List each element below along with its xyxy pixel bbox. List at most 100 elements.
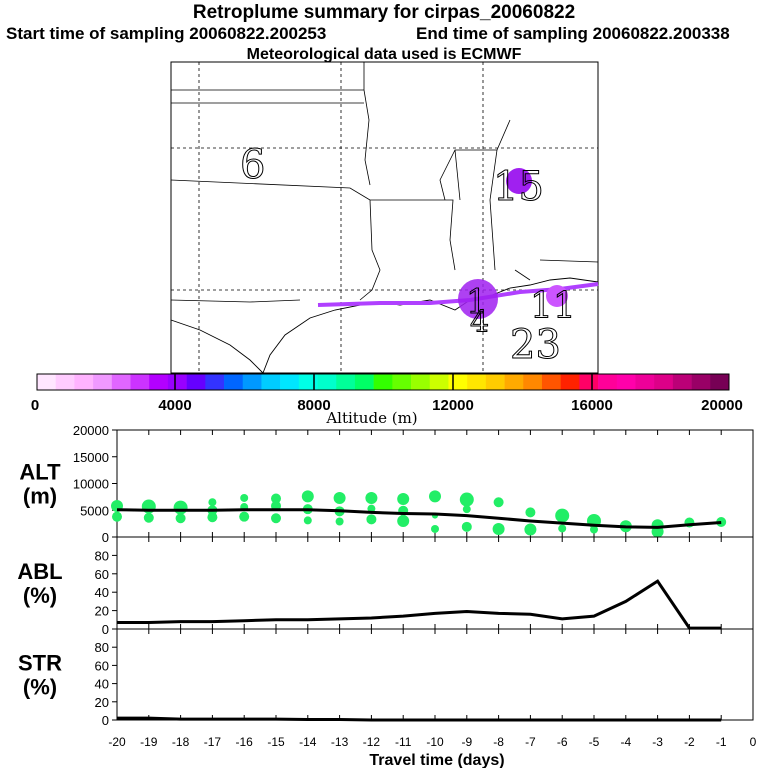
time-series-panels: 05000100001500020000ALT(m)020406080ABL(%… — [17, 423, 756, 768]
colorbar-swatch — [616, 374, 636, 390]
plume-blob — [506, 168, 532, 194]
colorbar-swatch — [280, 374, 300, 390]
x-tick-label: -6 — [557, 735, 568, 749]
scatter-point — [397, 493, 410, 506]
x-tick-label: -2 — [684, 735, 695, 749]
y-axis-label: (%) — [23, 583, 57, 608]
plume-blob — [458, 279, 498, 319]
y-tick-label: 0 — [102, 622, 109, 637]
panel-frame-str — [116, 628, 754, 721]
colorbar-swatch — [485, 374, 505, 390]
colorbar-tick-label: 20000 — [701, 397, 743, 414]
x-tick-label: -5 — [589, 735, 600, 749]
scatter-point — [335, 517, 344, 526]
colorbar-tick-label: 0 — [31, 397, 39, 414]
colorbar-swatch — [411, 374, 431, 390]
map-day-label: 23 — [510, 322, 561, 368]
y-axis-label: (%) — [23, 675, 57, 700]
state-borders — [170, 62, 599, 303]
colorbar-tick-label: 4000 — [158, 397, 191, 414]
y-axis-label: ALT — [19, 460, 61, 485]
x-tick-label: -3 — [652, 735, 663, 749]
y-tick-label: 15000 — [73, 450, 109, 465]
colorbar-swatch — [130, 374, 150, 390]
start-time-label: Start time of sampling 20060822.200253 — [6, 24, 327, 43]
colorbar-tick-label: 16000 — [571, 397, 613, 414]
x-axis-label: Travel time (days) — [369, 752, 504, 768]
y-tick-label: 0 — [102, 713, 109, 728]
colorbar-swatch — [224, 374, 244, 390]
scatter-point — [366, 514, 377, 525]
colorbar-swatch — [317, 374, 337, 390]
scatter-point — [525, 507, 536, 518]
y-tick-label: 20 — [95, 604, 109, 619]
map-day-label: 15 — [493, 164, 544, 210]
map-day-label: 6 — [240, 142, 265, 188]
colorbar-swatch — [541, 374, 561, 390]
colorbar-swatch — [298, 374, 318, 390]
scatter-point — [365, 491, 378, 504]
scatter-point — [524, 523, 537, 536]
end-time-label: End time of sampling 20060822.200338 — [416, 24, 730, 43]
y-tick-label: 60 — [95, 567, 109, 582]
colorbar-swatch — [149, 374, 169, 390]
colorbar-swatch — [448, 374, 468, 390]
scatter-point — [397, 514, 410, 527]
x-tick-label: -15 — [267, 735, 285, 749]
scatter-point — [143, 512, 154, 523]
scatter-point — [240, 493, 249, 502]
colorbar-ticks: 0 4000 8000 12000 16000 20000 — [31, 397, 743, 414]
series-line-str — [117, 716, 722, 722]
series-line-abl — [117, 579, 722, 630]
colorbar-swatch — [37, 374, 57, 390]
map-panel: 6 15 1 4 11 23 — [170, 61, 599, 374]
colorbar-swatch — [242, 374, 262, 390]
colorbar-swatch — [373, 374, 393, 390]
colorbar-swatch — [560, 374, 580, 390]
colorbar-frame — [36, 373, 730, 391]
scatter-point — [493, 497, 504, 508]
colorbar-swatch — [186, 374, 206, 390]
scatter-point — [492, 522, 505, 535]
scatter-point — [367, 504, 376, 513]
x-tick-label: -19 — [140, 735, 158, 749]
x-tick-label: -7 — [525, 735, 536, 749]
scatter-point — [429, 490, 441, 503]
y-axis-label: STR — [18, 651, 62, 676]
x-tick-label: -11 — [395, 735, 412, 749]
colorbar-swatch — [691, 374, 711, 390]
x-tick-label: 0 — [750, 735, 757, 749]
met-data-label: Meteorological data used is ECMWF — [246, 46, 522, 63]
colorbar-swatch — [598, 374, 618, 390]
x-tick-label: -14 — [299, 735, 317, 749]
scatter-point — [558, 524, 567, 533]
x-tick-label: -16 — [236, 735, 254, 749]
y-tick-label: 20 — [95, 695, 109, 710]
x-tick-label: -8 — [493, 735, 504, 749]
scatter-point — [175, 513, 186, 524]
y-tick-label: 20000 — [73, 423, 109, 438]
colorbar — [36, 373, 730, 391]
y-tick-label: 40 — [95, 585, 109, 600]
colorbar-swatch — [354, 374, 374, 390]
colorbar-swatch — [672, 374, 692, 390]
map-day-label: 4 — [470, 305, 489, 340]
colorbar-title: Altitude (m) — [325, 409, 417, 427]
map-frame — [170, 61, 599, 374]
colorbar-swatch — [336, 374, 356, 390]
y-axis-label: ABL — [17, 559, 62, 584]
scatter-point — [208, 498, 217, 507]
colorbar-tick-label: 8000 — [297, 397, 330, 414]
colorbar-swatch — [261, 374, 281, 390]
colorbar-swatch — [710, 374, 730, 390]
colorbar-swatch — [523, 374, 543, 390]
scatter-point — [303, 516, 312, 525]
series-line-alt — [116, 508, 722, 529]
scatter-point — [173, 500, 188, 515]
scatter-point — [112, 511, 122, 522]
chart-title: Retroplume summary for cirpas_20060822 — [192, 2, 576, 23]
colorbar-swatch — [74, 374, 94, 390]
scatter-point — [301, 490, 314, 503]
scatter-point — [461, 521, 472, 532]
